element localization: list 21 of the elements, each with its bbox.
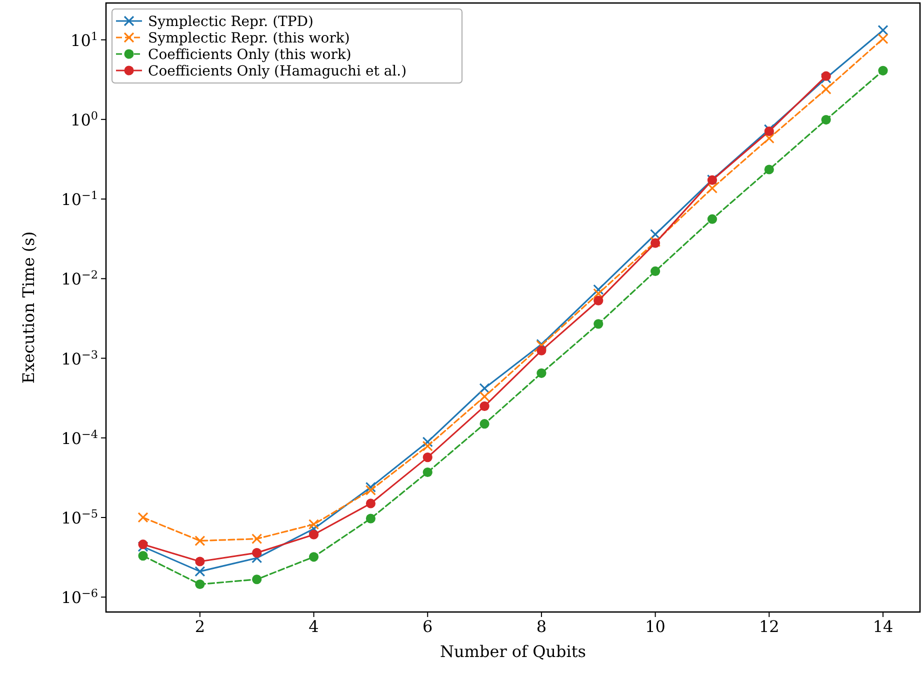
y-tick-label: 10$^{−6}$ [61, 586, 98, 608]
legend-label: Symplectic Repr. (this work) [148, 30, 350, 46]
y-tick-label: 10$^{−5}$ [61, 506, 98, 528]
legend-label: Symplectic Repr. (TPD) [148, 14, 314, 30]
y-tick-label: 10$^{−1}$ [61, 188, 98, 210]
x-tick-label: 14 [872, 617, 894, 636]
legend-label: Coefficients Only (this work) [148, 47, 352, 63]
y-axis-title: Execution Time (s) [19, 231, 38, 384]
y-tick-label: 10$^{−2}$ [61, 268, 98, 289]
x-tick-label: 2 [194, 617, 206, 636]
x-tick-label: 12 [758, 617, 780, 636]
x-tick-label: 6 [422, 617, 433, 636]
y-tick-label: 10$^{0}$ [70, 108, 98, 130]
y-tick-label: 10$^{−3}$ [61, 348, 98, 368]
legend-label: Coefficients Only (Hamaguchi et al.) [148, 64, 407, 80]
x-axis-title: Number of Qubits [440, 642, 586, 661]
x-tick-label: 4 [308, 617, 319, 636]
x-tick-label: 10 [645, 617, 666, 636]
x-tick-label: 8 [536, 617, 547, 636]
y-tick-label: 10$^{1}$ [70, 29, 98, 50]
y-tick-label: 10$^{−4}$ [61, 427, 98, 448]
